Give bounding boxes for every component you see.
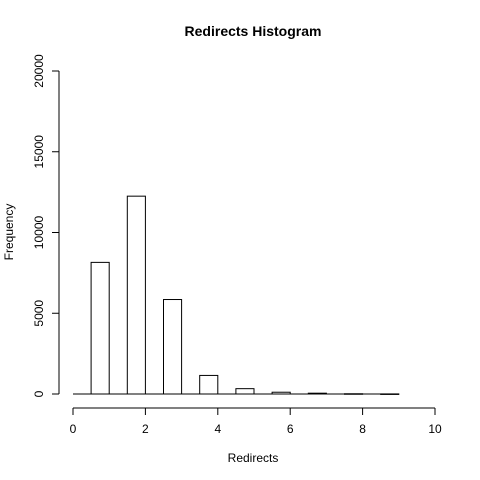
histogram-bar [344,393,364,395]
histogram-bar [90,261,110,395]
histogram-bar [235,388,255,395]
x-axis-label: Redirects [228,451,279,465]
y-tick-label: 5000 [32,300,46,327]
histogram-bar [126,195,146,395]
y-tick-label: 0 [32,390,46,397]
x-tick-label: 0 [70,422,77,436]
histogram-bar [307,392,327,395]
bars-group [73,195,400,395]
chart-title: Redirects Histogram [185,23,322,39]
x-axis: 0 2 4 6 8 10 [70,407,442,436]
x-tick-label: 4 [214,422,221,436]
y-tick-label: 10000 [32,215,46,249]
histogram-bar [271,391,291,395]
histogram-bar [163,299,183,395]
y-tick-label: 15000 [32,135,46,169]
x-tick-label: 6 [287,422,294,436]
histogram-bar [380,393,400,395]
y-axis-label: Frequency [2,204,16,261]
y-axis: 0 5000 10000 15000 20000 [32,54,60,397]
x-tick-label: 8 [359,422,366,436]
x-tick-label: 2 [142,422,149,436]
histogram-bar [199,374,219,395]
y-tick-label: 20000 [32,54,46,88]
x-tick-label: 10 [428,422,442,436]
